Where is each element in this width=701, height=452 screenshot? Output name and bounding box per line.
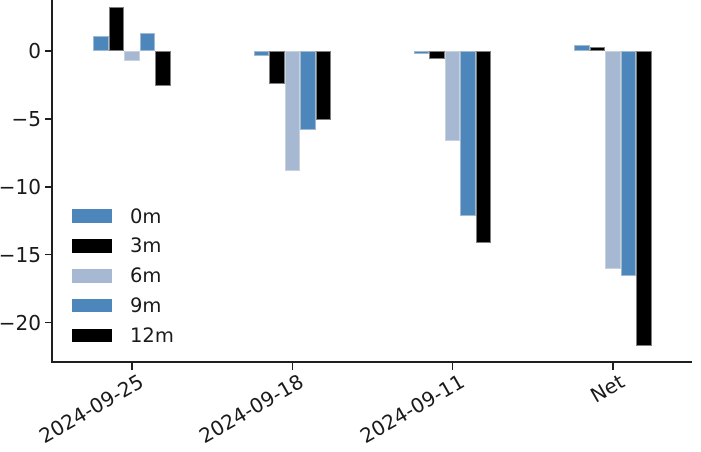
y-tick-mark	[45, 321, 52, 324]
bar-2024-09-25-12m	[155, 51, 171, 87]
bar-Net-3m	[589, 47, 606, 52]
legend-swatch-12m	[72, 328, 112, 343]
x-axis-spine	[51, 361, 692, 363]
x-tick-label-2024-09-11: 2024-09-11	[355, 369, 469, 449]
y-tick-label: −20	[0, 310, 41, 335]
bar-2024-09-18-6m	[284, 51, 301, 171]
plot-area	[52, 0, 693, 362]
y-tick-label: −10	[0, 174, 41, 199]
bar-2024-09-18-0m	[253, 51, 270, 56]
legend-label: 12m	[130, 324, 174, 348]
bar-2024-09-11-0m	[413, 51, 430, 55]
x-tick-label-Net: Net	[585, 369, 629, 408]
bar-2024-09-11-12m	[475, 51, 492, 243]
y-tick-mark	[45, 50, 52, 52]
bar-2024-09-11-9m	[460, 51, 476, 217]
legend-item-0m: 0m	[72, 204, 162, 228]
legend-item-3m: 3m	[72, 234, 162, 258]
x-tick-label-2024-09-25: 2024-09-25	[34, 369, 148, 449]
bar-Net-0m	[574, 44, 590, 51]
bar-Net-9m	[620, 51, 637, 277]
x-tick-mark	[612, 362, 614, 370]
legend-swatch-6m	[72, 269, 112, 283]
bar-2024-09-18-12m	[315, 51, 332, 121]
x-tick-mark	[131, 362, 133, 370]
legend-swatch-0m	[72, 209, 112, 223]
y-tick-mark	[45, 186, 52, 188]
x-tick-mark	[291, 362, 294, 370]
legend-item-12m: 12m	[72, 324, 174, 348]
legend-label: 0m	[130, 204, 162, 228]
bar-2024-09-25-0m	[93, 36, 109, 51]
x-tick-mark	[451, 362, 454, 370]
legend-item-6m: 6m	[72, 264, 162, 288]
bar-Net-6m	[605, 51, 621, 269]
bar-2024-09-11-6m	[444, 51, 461, 142]
bar-2024-09-25-6m	[124, 51, 140, 61]
bar-2024-09-18-3m	[269, 51, 285, 85]
y-tick-label: 0	[28, 39, 41, 64]
bar-Net-12m	[636, 51, 652, 347]
legend-swatch-9m	[72, 298, 112, 313]
y-tick-label: −15	[0, 242, 41, 267]
legend-swatch-3m	[72, 239, 112, 253]
y-tick-mark	[45, 253, 52, 256]
legend-label: 6m	[130, 264, 162, 288]
bar-2024-09-11-3m	[429, 51, 445, 59]
legend-label: 3m	[130, 234, 162, 258]
y-tick-mark	[45, 118, 52, 120]
bar-2024-09-18-9m	[300, 51, 316, 130]
legend-item-9m: 9m	[72, 294, 162, 318]
y-tick-label: −5	[11, 106, 41, 131]
x-tick-label-2024-09-18: 2024-09-18	[195, 369, 308, 449]
bar-2024-09-25-9m	[139, 33, 156, 52]
legend-label: 9m	[130, 294, 162, 318]
y-axis-spine	[51, 0, 53, 363]
bar-2024-09-25-3m	[108, 6, 125, 51]
